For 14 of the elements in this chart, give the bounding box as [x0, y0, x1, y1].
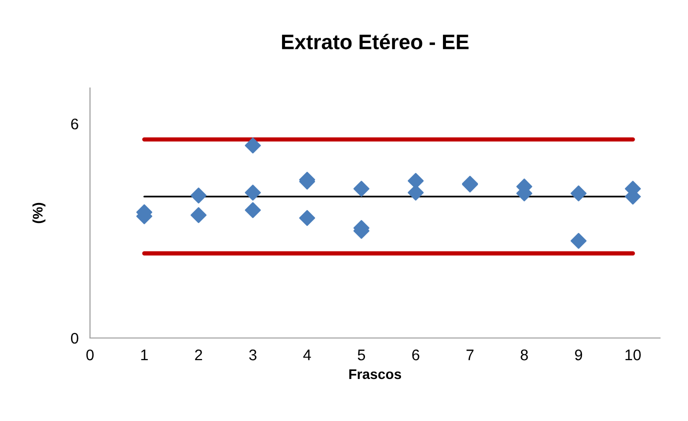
x-tick-label: 9: [575, 350, 582, 360]
x-tick-label: 8: [520, 350, 528, 360]
chart-title: Extrato Etéreo - EE: [282, 34, 469, 50]
x-tick-label: 6: [412, 350, 420, 360]
x-tick-label: 5: [358, 350, 366, 360]
x-axis-title: Frascos: [349, 369, 402, 380]
x-tick-label: 1: [141, 350, 148, 360]
x-tick-label: 4: [303, 350, 311, 360]
x-tick-label: 3: [249, 350, 256, 360]
x-tick-label: 0: [86, 350, 94, 360]
y-axis-title: (%): [32, 202, 46, 224]
x-tick-label: 2: [195, 350, 202, 360]
x-tick-label: 10: [626, 350, 641, 360]
x-tick-label: 7: [466, 350, 474, 360]
